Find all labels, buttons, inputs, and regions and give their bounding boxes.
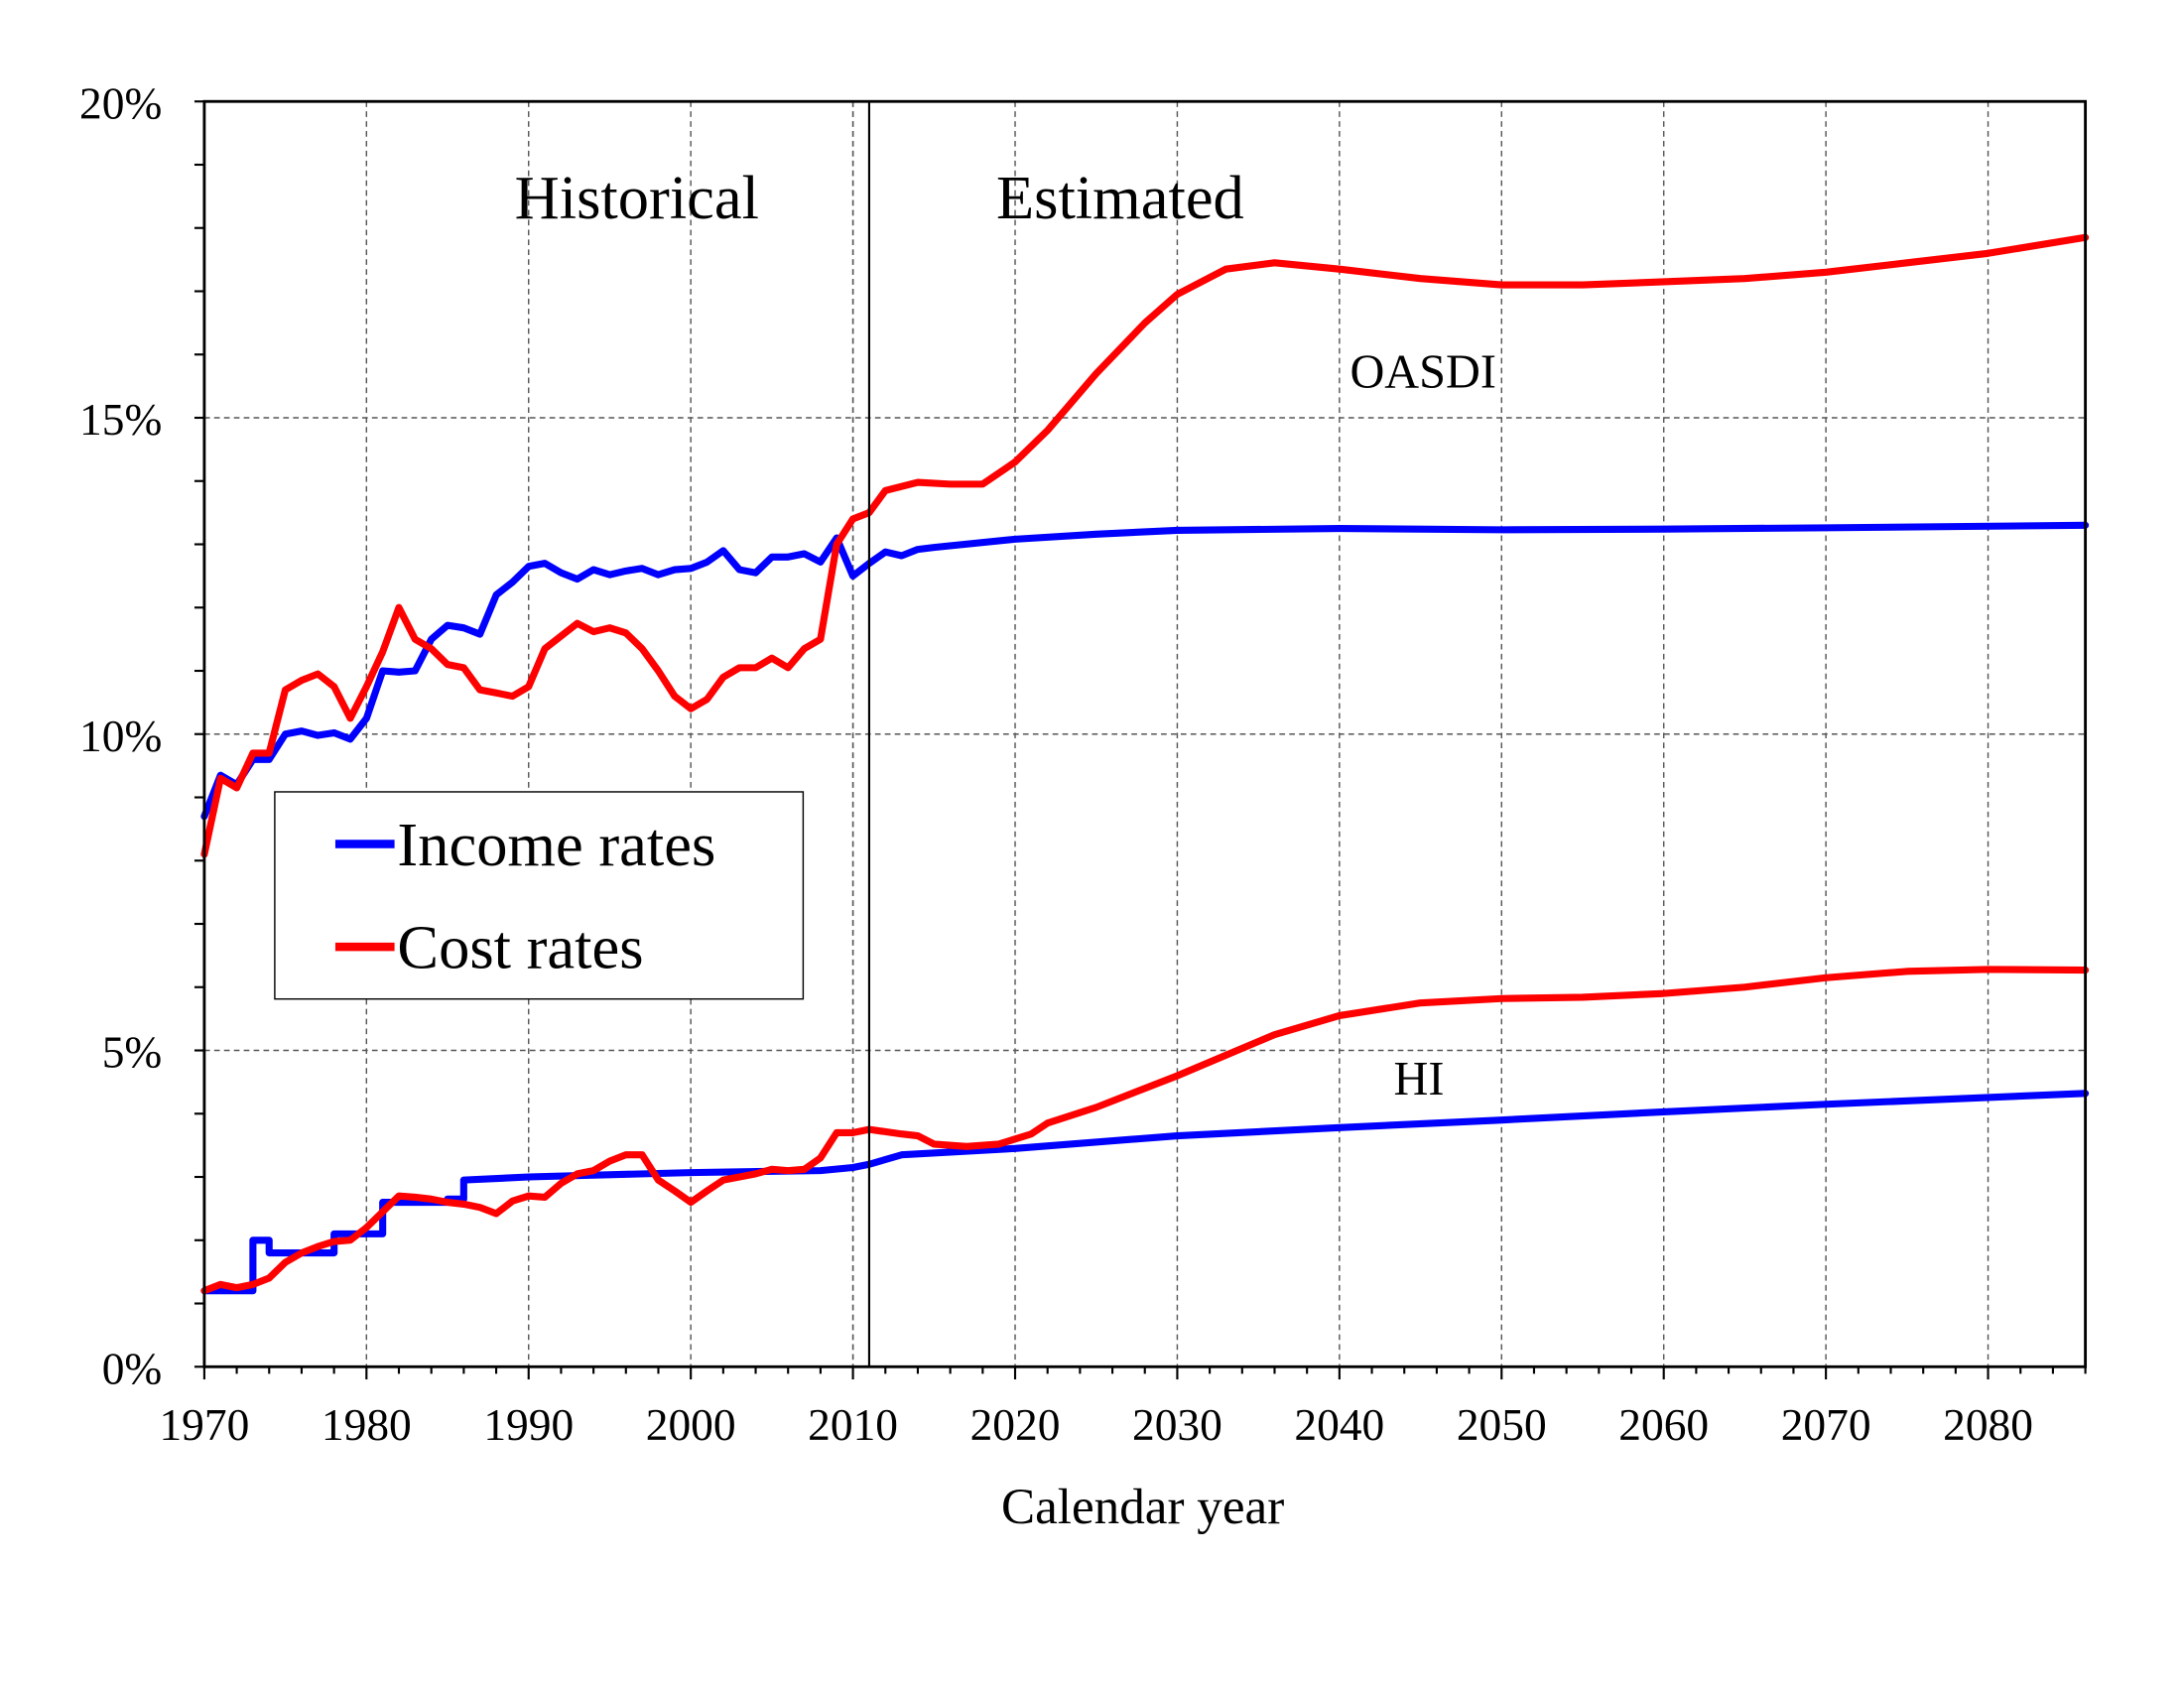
y-tick-label: 0% (102, 1344, 163, 1393)
tick-labels: 1970 1980 1990 2000 2010 2020 2030 2040 2050 2060… (79, 78, 2033, 1450)
x-tick-label: 2040 (1294, 1400, 1384, 1450)
oasdi-income-rates-line (200, 521, 2090, 821)
legend-label-income: Income rates (397, 810, 715, 879)
x-tick-label: 2050 (1457, 1400, 1547, 1450)
hi-income-rates-line (200, 1090, 2090, 1295)
x-tick-label: 2060 (1618, 1400, 1709, 1450)
annotation-hi: HI (1393, 1053, 1444, 1105)
legend-label-cost: Cost rates (397, 912, 643, 981)
plot-frame (202, 99, 2088, 1368)
y-tick-label: 5% (102, 1028, 163, 1078)
y-tick-label: 20% (79, 78, 162, 128)
oasdi-cost-rates-line (200, 233, 2090, 858)
series-lines (200, 233, 2090, 1295)
x-tick-label: 1990 (483, 1400, 574, 1450)
grid (203, 101, 2086, 1367)
x-tick-label: 2080 (1943, 1400, 2033, 1450)
region-label-estimated: Estimated (996, 163, 1244, 232)
region-label-historical: Historical (515, 163, 759, 232)
legend: Income rates Cost rates (274, 791, 805, 1000)
x-tick-label: 2010 (808, 1400, 898, 1450)
y-tick-label: 15% (79, 395, 162, 445)
annotation-oasdi: OASDI (1349, 345, 1495, 398)
x-tick-label: 1970 (159, 1400, 249, 1450)
y-tick-label: 10% (79, 712, 162, 761)
x-tick-label: 1980 (321, 1400, 412, 1450)
x-tick-label: 2070 (1781, 1400, 1871, 1450)
x-tick-label: 2020 (970, 1400, 1061, 1450)
x-tick-label: 2030 (1132, 1400, 1222, 1450)
x-axis-label: Calendar year (1001, 1479, 1284, 1535)
hi-cost-rates-line (200, 966, 2090, 1295)
x-tick-label: 2000 (646, 1400, 736, 1450)
axis-ticks (193, 100, 2087, 1380)
legend-box (274, 791, 805, 1000)
